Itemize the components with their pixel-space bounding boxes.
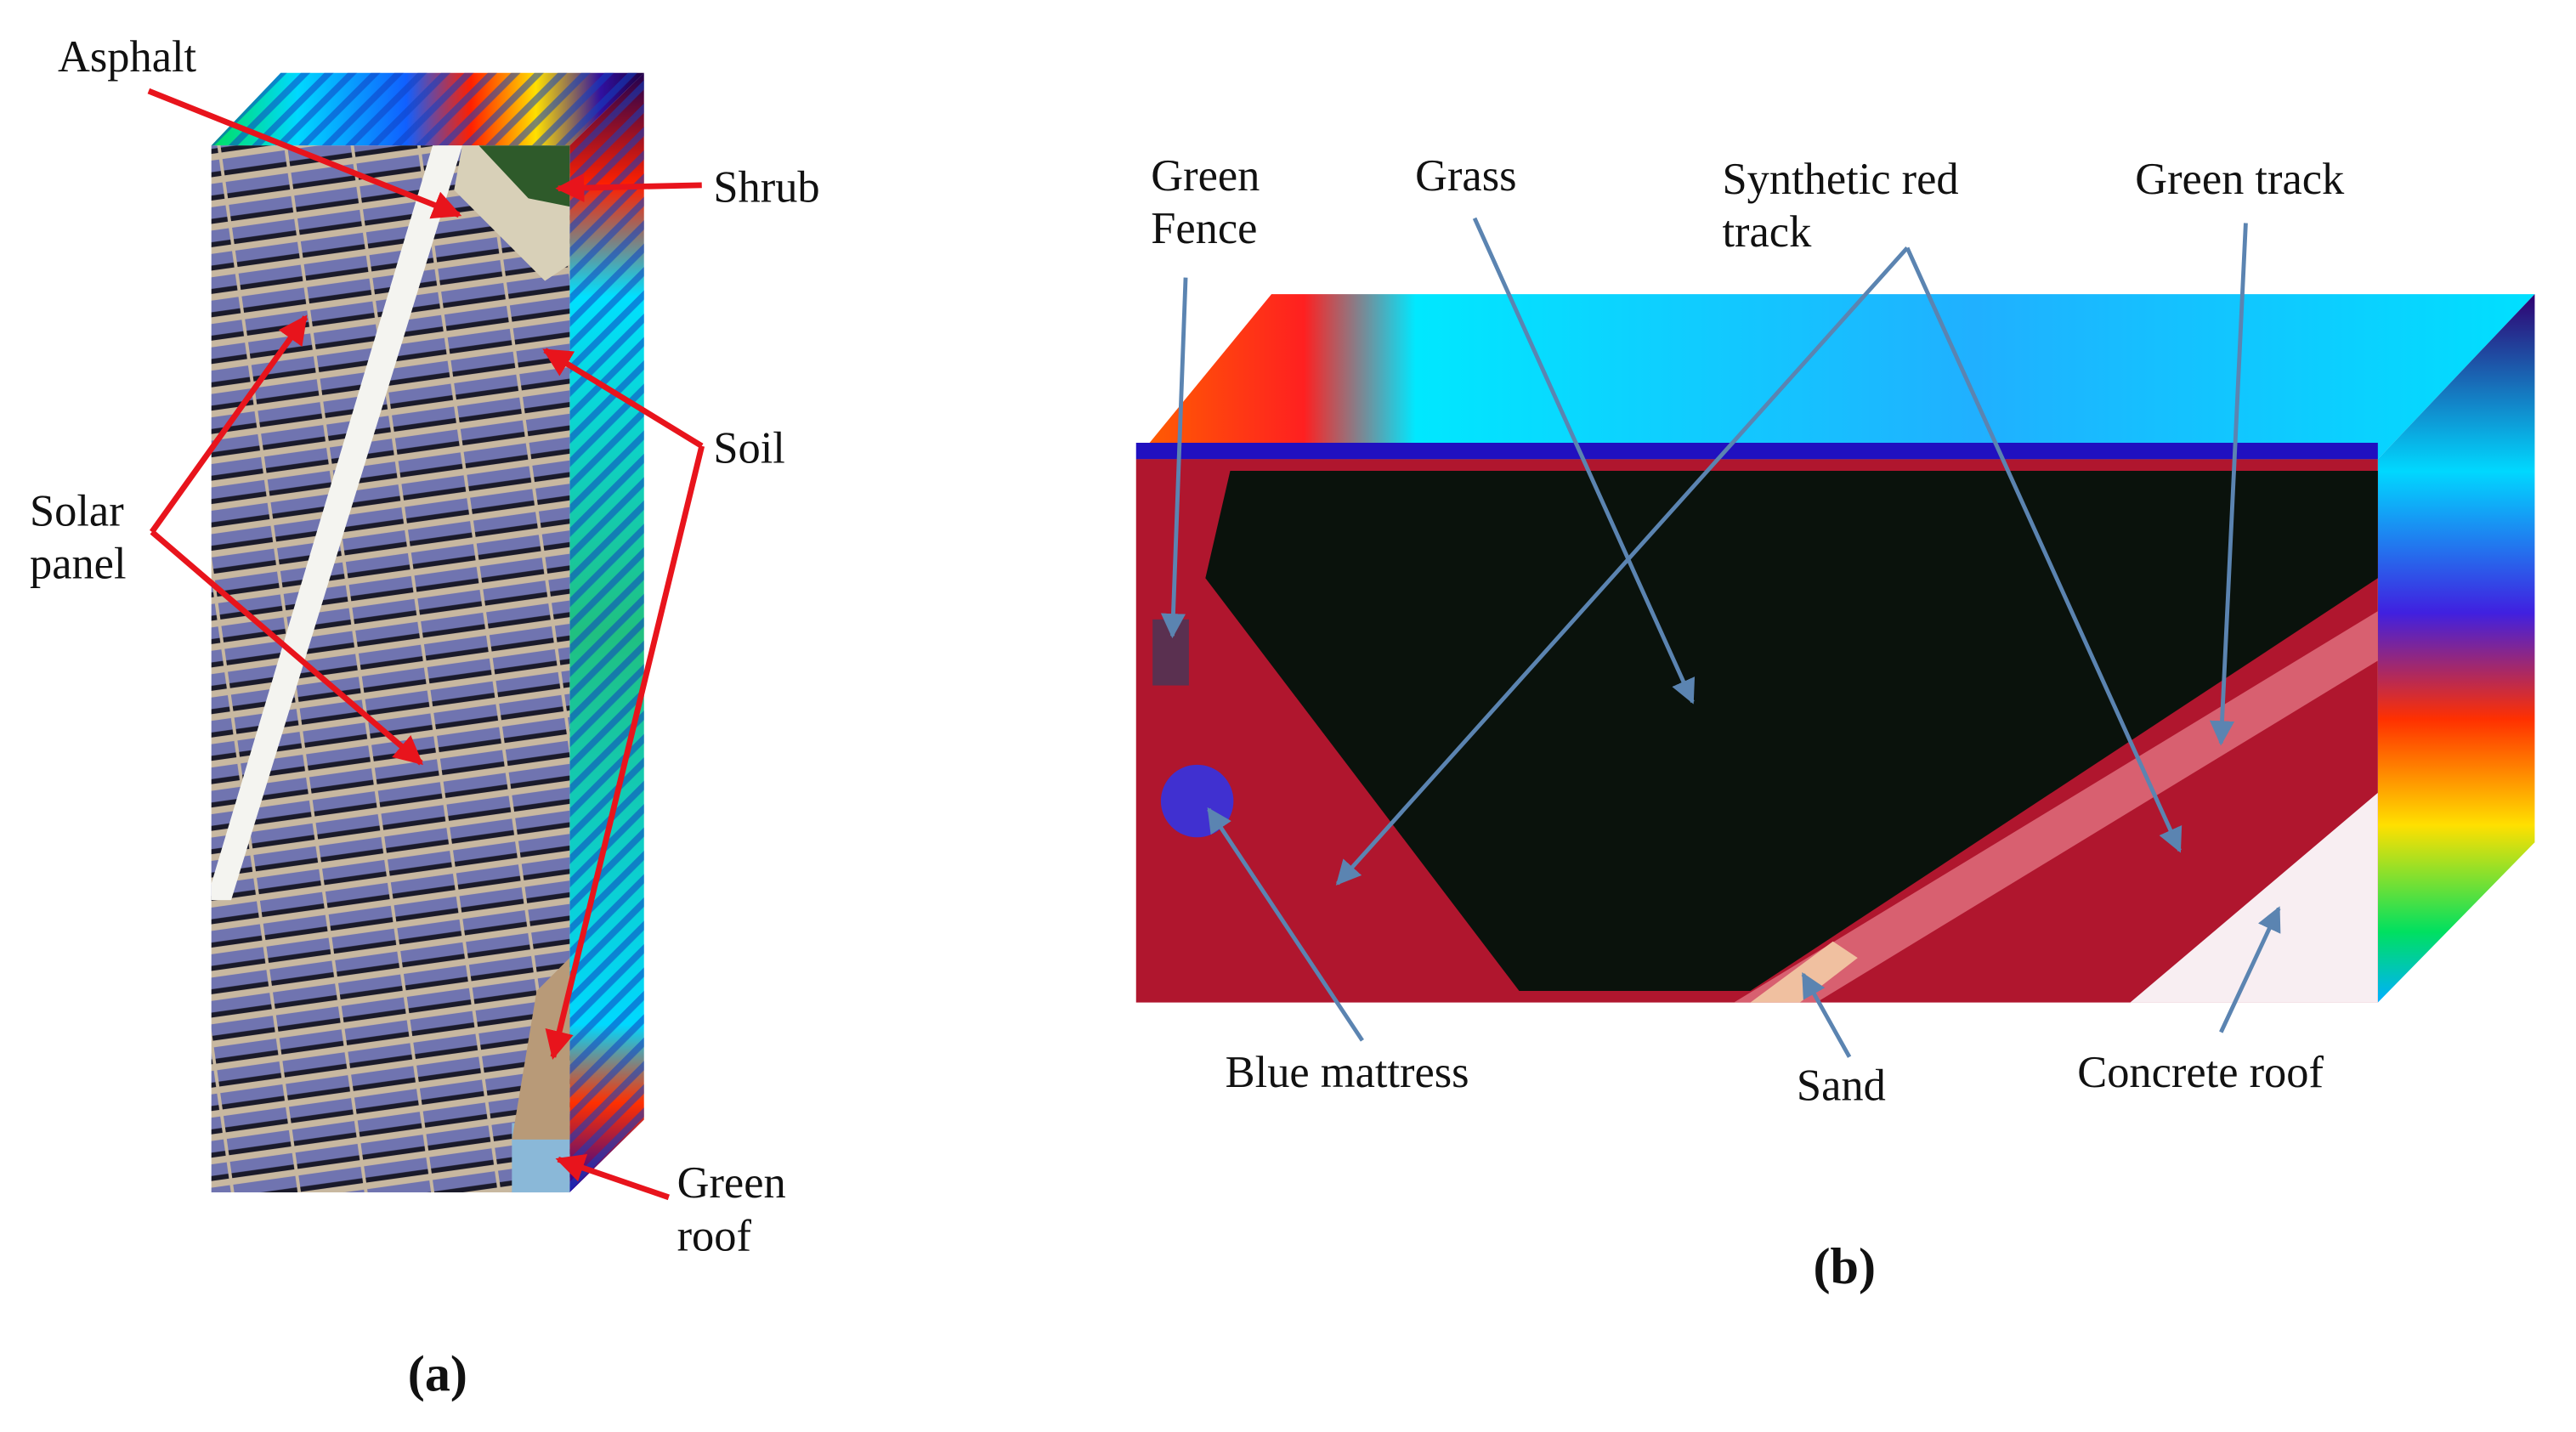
cube-a (211, 72, 644, 1193)
sand (1750, 941, 1858, 1003)
arrows-a (147, 88, 705, 1201)
label-text: track (1722, 207, 1812, 257)
arrows-b (1160, 217, 2281, 1058)
label-text: panel (30, 540, 127, 589)
arrow (149, 314, 309, 534)
caption-a: (a) (408, 1345, 467, 1402)
top-face (1135, 294, 2535, 460)
grass (1205, 470, 2378, 992)
label-text: Fence (1151, 204, 1257, 253)
top-edge (1135, 442, 2378, 460)
road (211, 145, 463, 901)
arrow (1801, 972, 1852, 1058)
soil (512, 958, 570, 1140)
arrow (2219, 906, 2281, 1033)
label-text: Green track (2135, 155, 2345, 204)
arrow (555, 1154, 670, 1201)
arrow (147, 88, 462, 219)
arrow (1335, 246, 1909, 886)
label-text: Concrete roof (2077, 1048, 2324, 1097)
arrow (1905, 246, 2183, 853)
arrow (545, 445, 705, 1061)
cube-b (1135, 294, 2535, 1003)
caption-b: (b) (1813, 1238, 1876, 1295)
label-text: Green (677, 1158, 786, 1208)
label-text: Grass (1415, 151, 1516, 201)
arrow (1160, 277, 1188, 639)
arrow (542, 348, 704, 449)
label-text: roof (677, 1211, 752, 1260)
arrow (1472, 217, 1696, 705)
label-text: Synthetic red (1722, 155, 1958, 204)
arrow (555, 173, 702, 203)
shrub (478, 145, 570, 207)
arrow (150, 529, 424, 766)
top-texture (211, 72, 644, 146)
label-text: Solar (30, 486, 124, 535)
label-text: Sand (1797, 1061, 1886, 1111)
label-text: Soil (713, 424, 785, 473)
label-text: Shrub (713, 163, 819, 212)
label-text: Asphalt (58, 32, 197, 82)
label-text: Blue mattress (1226, 1048, 1469, 1097)
arrow (2209, 223, 2248, 746)
side-face (2377, 294, 2535, 1003)
label-text: Green (1151, 151, 1260, 201)
side-texture (569, 72, 644, 1193)
arrow (1207, 807, 1364, 1042)
